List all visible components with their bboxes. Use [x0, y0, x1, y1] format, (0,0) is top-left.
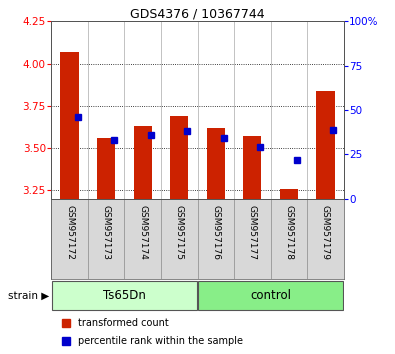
Text: transformed count: transformed count: [78, 318, 168, 327]
FancyBboxPatch shape: [52, 281, 197, 310]
Text: GSM957173: GSM957173: [102, 205, 111, 260]
Title: GDS4376 / 10367744: GDS4376 / 10367744: [130, 7, 265, 20]
Bar: [60, 52, 79, 199]
Text: GSM957177: GSM957177: [248, 205, 257, 260]
Bar: [170, 116, 188, 199]
Bar: [280, 189, 298, 199]
Bar: [134, 126, 152, 199]
Text: GSM957175: GSM957175: [175, 205, 184, 260]
Text: GSM957172: GSM957172: [65, 205, 74, 260]
Text: percentile rank within the sample: percentile rank within the sample: [78, 336, 243, 346]
Text: GSM957176: GSM957176: [211, 205, 220, 260]
Bar: [97, 138, 115, 199]
Text: GSM957174: GSM957174: [138, 205, 147, 260]
Bar: [243, 136, 261, 199]
Text: control: control: [250, 289, 291, 302]
FancyBboxPatch shape: [198, 281, 343, 310]
Bar: [316, 91, 335, 199]
Text: strain ▶: strain ▶: [8, 291, 49, 301]
Text: GSM957178: GSM957178: [284, 205, 293, 260]
Bar: [207, 128, 225, 199]
Text: Ts65Dn: Ts65Dn: [103, 289, 146, 302]
Text: GSM957179: GSM957179: [321, 205, 330, 260]
